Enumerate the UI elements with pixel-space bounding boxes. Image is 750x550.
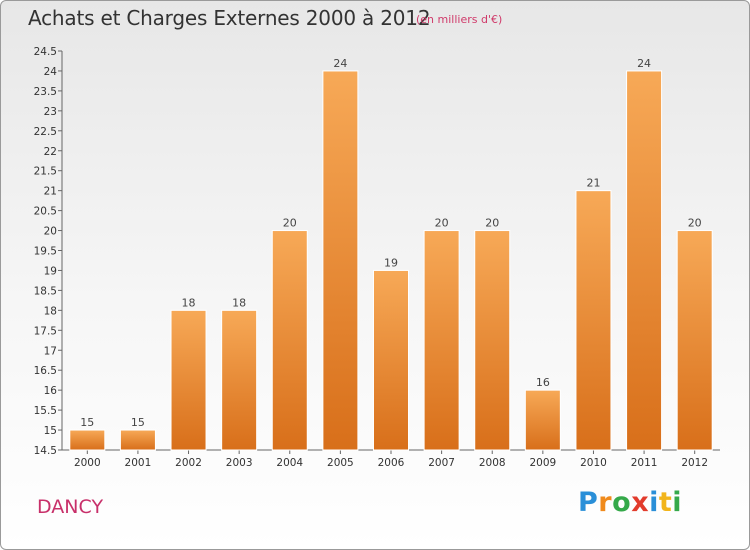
value-label: 20 [485,217,499,230]
y-tick-label: 14.5 [34,445,57,457]
x-tick-label: 2005 [327,457,354,469]
x-tick-label: 2001 [125,457,152,469]
x-tick-label: 2012 [681,457,708,469]
chart-title: Achats et Charges Externes 2000 à 2012 [28,6,431,30]
bars [69,70,713,451]
y-tick-label: 23.5 [34,86,57,98]
bar-2002 [170,309,207,451]
value-label: 18 [232,296,246,309]
bar-2009 [524,389,561,451]
x-tick-label: 2004 [276,457,303,469]
y-tick-label: 21.5 [34,166,57,178]
value-label: 18 [182,296,196,309]
bar-2000 [69,429,106,451]
commune-name: DANCY [37,496,104,518]
value-label: 20 [435,217,449,230]
y-axis: 14.5 15 15.5 16 16.5 17 17.5 18 18.5 19 19.5 20 20.5… [34,46,63,457]
y-tick-label: 22.5 [34,126,57,138]
value-label: 20 [688,217,702,230]
logo-letter: t [658,487,673,518]
value-labels: 15 15 18 18 20 24 19 20 20 16 21 24 20 [80,57,701,429]
bar-2010 [575,190,612,451]
y-tick-label: 15.5 [34,405,57,417]
value-label: 20 [283,217,297,230]
x-tick-label: 2000 [74,457,101,469]
y-tick-label: 20 [44,226,57,238]
y-tick-label: 17 [44,345,57,357]
x-tick-label: 2011 [631,457,658,469]
bar-2001 [119,429,156,451]
value-label: 15 [131,416,145,429]
x-tick-label: 2003 [226,457,253,469]
value-label: 24 [637,57,651,70]
y-tick-label: 24.5 [34,46,57,58]
y-tick-label: 18.5 [34,285,57,297]
y-tick-label: 19.5 [34,246,57,258]
bar-2003 [221,309,258,451]
x-tick-label: 2007 [428,457,455,469]
bar-2004 [271,230,308,451]
y-tick-label: 22 [44,146,57,158]
y-tick-label: 16.5 [34,365,57,377]
y-tick-label: 19 [44,265,57,277]
logo-letter: o [612,487,632,518]
logo-letter: r [598,487,613,518]
x-tick-label: 2009 [529,457,556,469]
value-label: 24 [333,57,347,70]
x-tick-label: 2002 [175,457,202,469]
value-label: 19 [384,256,398,269]
logo-letter: P [578,487,599,518]
logo-letter: i [649,487,659,518]
x-tick-label: 2010 [580,457,607,469]
y-tick-label: 23 [44,106,57,118]
value-label: 21 [586,177,600,190]
x-axis: 2000 2001 2002 2003 2004 2005 2006 2007 2008 2009… [62,449,720,469]
y-tick-label: 17.5 [34,325,57,337]
bar-2005 [322,70,359,451]
y-tick-label: 18 [44,305,57,317]
y-tick-label: 24 [44,66,58,78]
y-tick-label: 20.5 [34,206,57,218]
proxiti-logo: Proxiti [578,487,682,518]
bar-2011 [626,70,663,451]
x-tick-label: 2008 [479,457,506,469]
y-tick-label: 15 [44,425,57,437]
y-tick-label: 16 [44,385,58,397]
value-label: 15 [80,416,94,429]
chart-subtitle: (en milliers d'€) [416,13,503,26]
bar-2006 [373,269,409,451]
logo-letter: i [672,487,683,518]
bar-2012 [676,230,713,451]
y-tick-label: 21 [44,186,57,198]
bar-2008 [474,230,511,451]
x-tick-label: 2006 [378,457,405,469]
logo-letter: x [631,487,650,518]
value-label: 16 [536,376,550,389]
bar-2007 [423,230,460,451]
